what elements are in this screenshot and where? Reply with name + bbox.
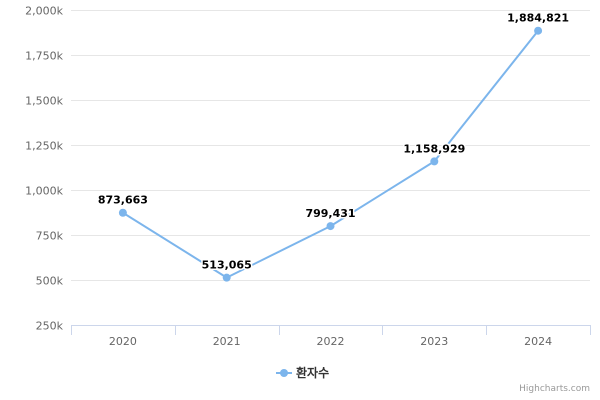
y-tick-label: 1,750k xyxy=(25,50,63,63)
data-point[interactable] xyxy=(430,157,439,166)
data-label: 873,663 xyxy=(98,194,148,207)
y-tick-label: 250k xyxy=(36,320,64,333)
y-tick-label: 1,250k xyxy=(25,140,63,153)
data-label: 1,158,929 xyxy=(403,142,465,155)
x-tick-label: 2022 xyxy=(317,335,345,348)
data-label: 1,884,821 xyxy=(507,12,569,25)
y-tick-label: 1,000k xyxy=(25,185,63,198)
x-axis: 2020 2021 2022 2023 2024 xyxy=(71,325,591,348)
y-tick-label: 2,000k xyxy=(25,5,63,18)
data-label: 513,065 xyxy=(202,259,252,272)
x-tick-label: 2024 xyxy=(524,335,552,348)
data-point[interactable] xyxy=(326,222,335,231)
legend-item-label[interactable]: 환자수 xyxy=(296,365,329,380)
data-point[interactable] xyxy=(222,273,231,282)
grid-lines xyxy=(71,10,590,326)
series-line xyxy=(122,30,539,279)
series-group xyxy=(118,26,543,282)
y-tick-label: 500k xyxy=(36,275,64,288)
data-label: 799,431 xyxy=(305,207,355,220)
x-tick-label: 2020 xyxy=(109,335,137,348)
legend[interactable]: 환자수 xyxy=(276,365,329,380)
x-tick-label: 2023 xyxy=(420,335,448,348)
credits-link[interactable]: Highcharts.com xyxy=(519,384,590,394)
legend-marker-icon xyxy=(280,369,288,377)
data-point[interactable] xyxy=(534,26,543,35)
data-point[interactable] xyxy=(118,208,127,217)
y-tick-label: 1,500k xyxy=(25,95,63,108)
data-labels: 873,663 513,065 799,431 1,158,929 1,884,821 xyxy=(96,10,570,273)
y-tick-label: 750k xyxy=(36,230,64,243)
y-axis: 250k 500k 750k 1,000k 1,250k 1,500k 1,750k 2,00… xyxy=(25,5,63,333)
x-tick-label: 2021 xyxy=(213,335,241,348)
